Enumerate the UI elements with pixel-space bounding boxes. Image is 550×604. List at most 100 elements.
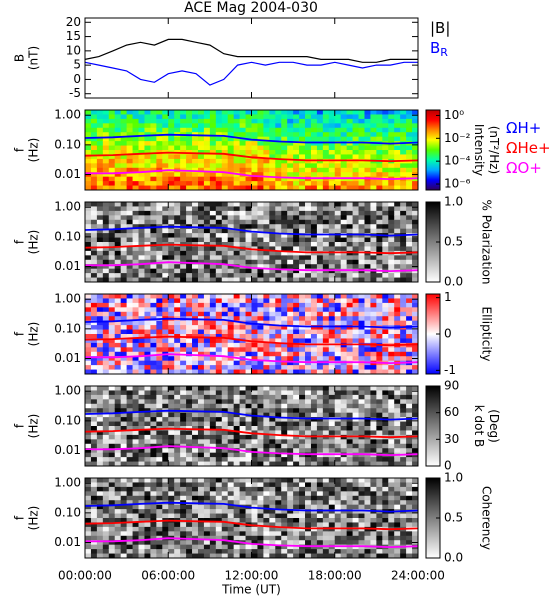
spectrogram-cell (364, 439, 370, 444)
spectrogram-cell (222, 233, 228, 238)
spectrogram-cell (91, 478, 97, 483)
spectrogram-cell (246, 312, 252, 317)
spectrogram-cell (180, 487, 186, 492)
spectrogram-cell (162, 264, 168, 269)
spectrogram-cell (174, 399, 180, 404)
spectrogram-cell (388, 114, 394, 119)
spectrogram-cell (299, 238, 305, 243)
spectrogram-cell (388, 303, 394, 308)
spectrogram-cell (144, 439, 150, 444)
spectrogram-cell (198, 206, 204, 211)
spectrogram-cell (198, 330, 204, 335)
spectrogram-cell (127, 365, 133, 370)
spectrogram-cell (144, 298, 150, 303)
spectrogram-cell (144, 509, 150, 514)
spectrogram-cell (210, 413, 216, 418)
spectrogram-cell (406, 273, 412, 278)
spectrogram-cell (335, 448, 341, 453)
spectrogram-cell (347, 298, 353, 303)
spectrogram-cell (406, 146, 412, 151)
spectrogram-cell (317, 154, 323, 159)
spectrogram-cell (323, 294, 329, 299)
spectrogram-cell (174, 491, 180, 496)
spectrogram-cell (156, 545, 162, 550)
spectrogram-cell (364, 215, 370, 220)
spectrogram-cell (192, 273, 198, 278)
spectrogram-cell (388, 273, 394, 278)
spectrogram-cell (382, 146, 388, 151)
spectrogram-cell (353, 386, 359, 391)
spectrogram-cell (240, 491, 246, 496)
spectrogram-cell (382, 321, 388, 326)
spectrogram-cell (293, 395, 299, 400)
spectrogram-cell (216, 123, 222, 128)
spectrogram-cell (311, 132, 317, 137)
spectrogram-cell (269, 206, 275, 211)
spectrogram-cell (180, 294, 186, 299)
spectrogram-cell (257, 549, 263, 554)
spectrogram-cell (293, 439, 299, 444)
spectrogram-cell (174, 298, 180, 303)
spectrogram-cell (115, 215, 121, 220)
spectrogram-cell (400, 316, 406, 321)
spectrogram-cell (121, 215, 127, 220)
spectrogram-cell (252, 168, 258, 173)
spectrogram-cell (186, 390, 192, 395)
spectrogram-cell (269, 439, 275, 444)
spectrogram-cell (406, 390, 412, 395)
spectrogram-cell (168, 154, 174, 159)
spectrogram-cell (97, 478, 103, 483)
spectrogram-cell (210, 307, 216, 312)
spectrogram-cell (287, 312, 293, 317)
spectrogram-cell (228, 119, 234, 124)
spectrogram-cell (252, 269, 258, 274)
spectrogram-cell (91, 549, 97, 554)
spectrogram-cell (216, 303, 222, 308)
spectrogram-cell (156, 269, 162, 274)
spectrogram-cell (400, 255, 406, 260)
spectrogram-cell (91, 343, 97, 348)
spectrogram-cell (281, 260, 287, 265)
spectrogram-cell (323, 128, 329, 133)
spectrogram-cell (174, 137, 180, 142)
spectrogram-cell (305, 457, 311, 462)
spectrogram-cell (299, 395, 305, 400)
spectrogram-cell (240, 365, 246, 370)
spectrogram-cell (281, 181, 287, 186)
spectrogram-cell (394, 215, 400, 220)
spectrogram-cell (263, 404, 269, 409)
spectrogram-cell (192, 417, 198, 422)
spectrogram-cell (91, 482, 97, 487)
spectrogram-cell (317, 536, 323, 541)
spectrogram-cell (305, 220, 311, 225)
spectrogram-cell (139, 128, 145, 133)
spectrogram-cell (85, 518, 91, 523)
spectrogram-cell (204, 390, 210, 395)
spectrogram-cell (323, 491, 329, 496)
spectrogram-cell (388, 242, 394, 247)
spectrogram-cell (198, 549, 204, 554)
spectrogram-cell (85, 211, 91, 216)
spectrogram-cell (216, 514, 222, 519)
spectrogram-cell (388, 307, 394, 312)
spectrogram-cell (150, 482, 156, 487)
spectrogram-cell (139, 220, 145, 225)
spectrogram-cell (252, 514, 258, 519)
spectrogram-cell (347, 181, 353, 186)
spectrogram-cell (388, 294, 394, 299)
spectrogram-cell (204, 439, 210, 444)
spectrogram-cell (121, 386, 127, 391)
spectrogram-cell (192, 312, 198, 317)
spectrogram-cell (275, 163, 281, 168)
spectrogram-cell (370, 255, 376, 260)
spectrogram-cell (400, 422, 406, 427)
spectrogram-cell (317, 150, 323, 155)
spectrogram-cell (394, 110, 400, 115)
spectrogram-cell (97, 168, 103, 173)
spectrogram-cell (222, 482, 228, 487)
spectrogram-cell (329, 496, 335, 501)
spectrogram-cell (240, 123, 246, 128)
spectrogram-cell (210, 527, 216, 532)
spectrogram-cell (115, 549, 121, 554)
spectrogram-cell (353, 273, 359, 278)
